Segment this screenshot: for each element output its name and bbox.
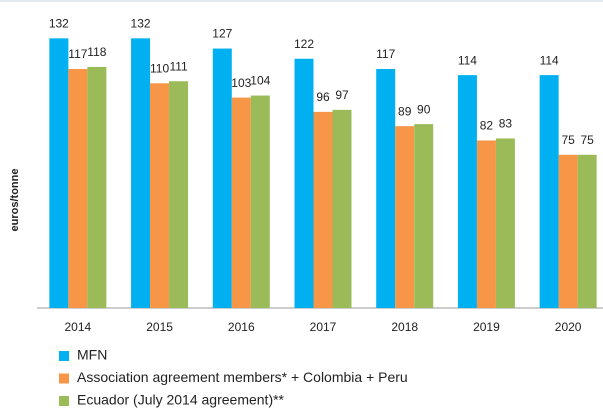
y-axis-label: euros/tonne [9, 169, 21, 232]
bar [414, 124, 434, 309]
data-label: 75 [580, 133, 594, 147]
data-label: 83 [499, 117, 513, 131]
data-label: 90 [417, 102, 431, 116]
bar [476, 140, 496, 308]
bar [376, 68, 396, 308]
data-label: 117 [376, 47, 395, 61]
data-label: 110 [150, 61, 169, 75]
data-label: 111 [169, 59, 188, 73]
bar [169, 81, 189, 308]
data-label: 104 [250, 74, 270, 88]
legend-label: Ecuador (July 2014 agreement)** [77, 392, 285, 408]
bar [558, 154, 578, 308]
bar [577, 154, 597, 308]
data-label: 132 [131, 17, 151, 31]
bar [231, 97, 251, 308]
data-label: 122 [294, 37, 314, 51]
data-label: 117 [68, 47, 87, 61]
bar [332, 109, 352, 308]
x-tick-label: 2017 [310, 320, 337, 334]
bar [313, 111, 333, 308]
data-label: 89 [398, 104, 412, 118]
bar [395, 126, 415, 308]
bar [539, 75, 559, 308]
bar [131, 38, 151, 308]
data-label: 75 [561, 133, 575, 147]
data-label: 96 [316, 90, 330, 104]
data-label: 114 [540, 53, 559, 67]
legend-swatch [59, 396, 69, 406]
x-tick-label: 2020 [555, 320, 582, 334]
data-label: 114 [458, 53, 477, 67]
data-label: 118 [87, 45, 106, 59]
x-tick-label: 2018 [391, 320, 418, 334]
x-tick-label: 2015 [146, 320, 173, 334]
bar [294, 58, 314, 309]
bar [212, 48, 232, 309]
data-label: 127 [212, 27, 232, 41]
legend-label: MFN [77, 347, 107, 363]
bar [495, 138, 515, 308]
bar [87, 66, 107, 308]
bar [49, 38, 69, 308]
data-label: 132 [49, 17, 69, 31]
legend-swatch [59, 351, 69, 361]
legend-label: Association agreement members* + Colombi… [77, 369, 408, 385]
x-tick-label: 2019 [473, 320, 500, 334]
bar [457, 75, 477, 308]
x-tick-label: 2016 [228, 320, 255, 334]
data-label: 103 [231, 76, 251, 90]
data-label: 97 [335, 88, 349, 102]
data-label: 82 [480, 119, 494, 133]
bar [250, 95, 270, 309]
bar [68, 68, 88, 308]
legend-swatch [59, 373, 69, 384]
bar [150, 83, 170, 309]
x-tick-label: 2014 [65, 320, 92, 334]
